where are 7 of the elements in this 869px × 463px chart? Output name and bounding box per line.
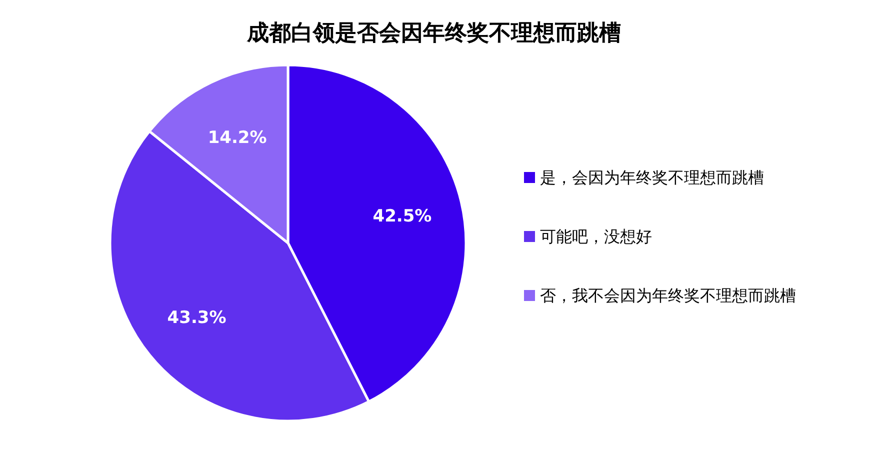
legend-label: 可能吧，没想好: [540, 227, 652, 246]
chart-title: 成都白领是否会因年终奖不理想而跳槽: [246, 21, 621, 46]
legend-label: 否，我不会因为年终奖不理想而跳槽: [540, 286, 796, 305]
data-label: 43.3%: [167, 308, 226, 328]
data-label: 14.2%: [208, 128, 267, 148]
data-label: 42.5%: [372, 206, 432, 227]
legend-label: 是，会因为年终奖不理想而跳槽: [540, 168, 764, 187]
